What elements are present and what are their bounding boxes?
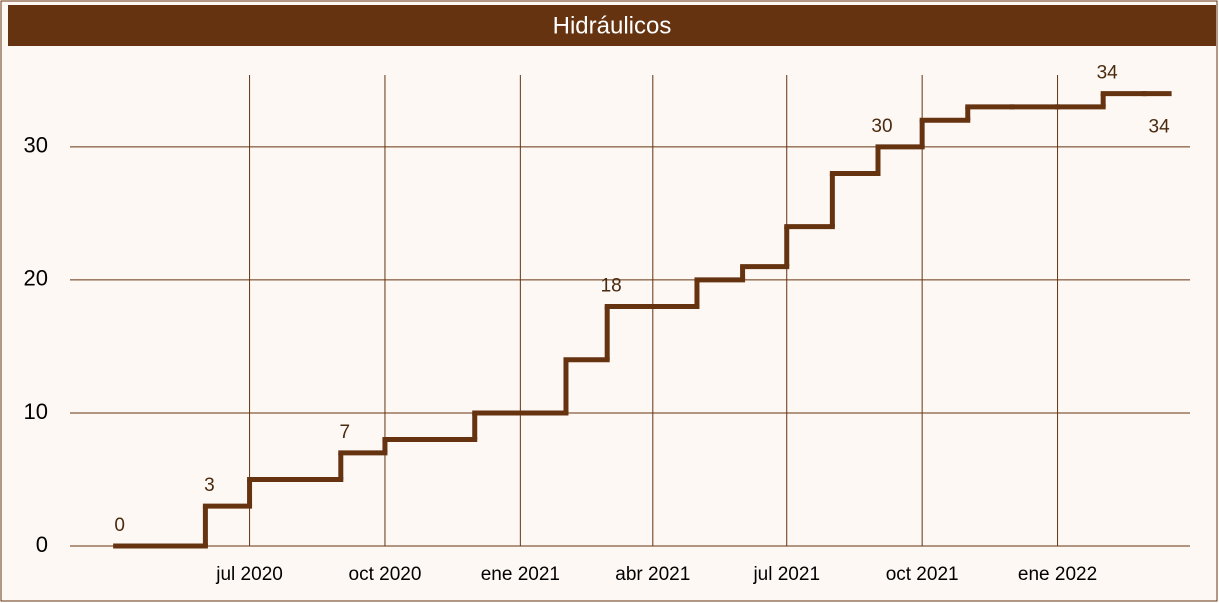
x-tick-label: abr 2021 (615, 564, 690, 585)
data-label: 34 (1097, 63, 1119, 84)
data-label: 7 (340, 422, 351, 443)
y-tick-label: 30 (24, 133, 48, 158)
x-tick-label: ene 2022 (1018, 564, 1097, 585)
chart-title: Hidráulicos (553, 12, 672, 39)
data-label: 30 (871, 116, 892, 137)
data-label: 34 (1149, 117, 1171, 138)
x-tick-label: oct 2021 (886, 564, 959, 585)
y-tick-label: 20 (24, 266, 48, 291)
y-tick-label: 0 (36, 532, 48, 557)
x-tick-label: oct 2020 (349, 564, 422, 585)
y-tick-label: 10 (24, 399, 48, 424)
x-tick-label: jul 2020 (215, 564, 283, 585)
x-tick-label: jul 2021 (752, 564, 820, 585)
data-label: 18 (601, 276, 622, 297)
x-tick-label: ene 2021 (481, 564, 560, 585)
data-label: 3 (204, 475, 215, 496)
title-bar (8, 5, 1216, 46)
data-label: 0 (114, 515, 125, 536)
